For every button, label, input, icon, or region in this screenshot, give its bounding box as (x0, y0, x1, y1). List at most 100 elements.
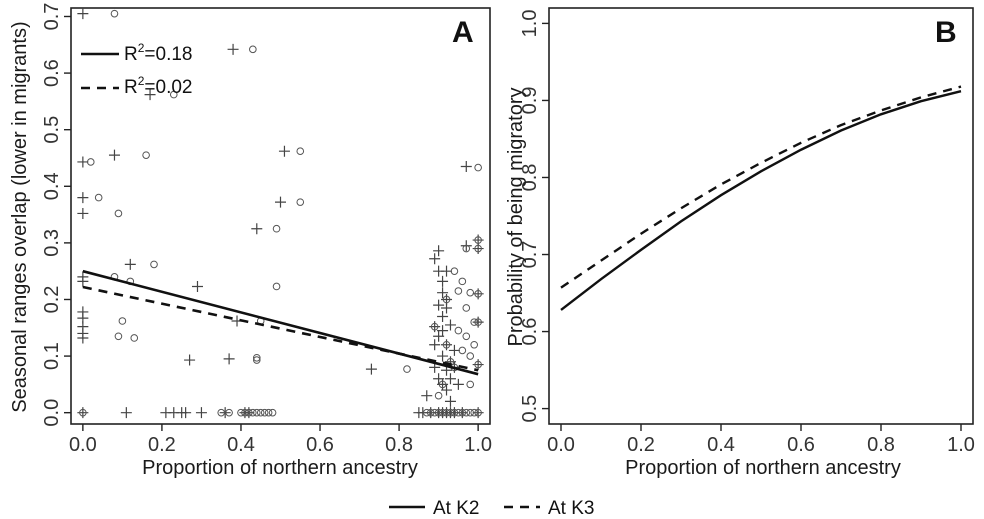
data-point-plus (77, 332, 89, 344)
x-tick-label: 0.6 (787, 434, 815, 456)
data-point-circle (458, 277, 467, 286)
panel-a-points (77, 8, 484, 419)
data-point-circle (470, 408, 478, 417)
data-point-circle (474, 290, 482, 298)
data-point-plus (180, 407, 192, 419)
data-point-plus (195, 407, 207, 419)
figure-legend: At K2 At K3 (389, 498, 594, 519)
data-point-plus (437, 350, 449, 362)
data-point-circle (438, 380, 447, 389)
data-point-circle (237, 408, 245, 417)
panel-a-letter: A (452, 16, 474, 49)
data-point-circle (245, 408, 253, 417)
data-point-circle (466, 352, 475, 360)
data-point-circle (252, 353, 261, 362)
panel-a-regression-lines (82, 269, 479, 376)
data-point-circle (474, 318, 482, 326)
data-point-plus (433, 373, 445, 385)
data-point-circle (446, 408, 455, 417)
data-point-circle (241, 408, 249, 417)
data-point-plus (77, 156, 89, 168)
data-point-circle (442, 340, 451, 349)
data-point-circle (272, 224, 281, 233)
data-point-circle (264, 408, 273, 417)
data-point-circle (403, 365, 411, 373)
data-point-circle (118, 317, 127, 325)
data-point-circle (458, 346, 467, 355)
data-point-circle (458, 408, 467, 417)
data-point-plus (77, 207, 89, 219)
data-point-circle (430, 408, 439, 417)
data-point-plus (433, 330, 445, 342)
y-tick-label: 0.7 (41, 3, 63, 31)
curve-solid (560, 90, 962, 311)
data-point-plus (124, 258, 136, 270)
y-tick-label: 0.7 (519, 241, 541, 269)
data-point-circle (142, 151, 150, 159)
data-point-circle (474, 408, 482, 417)
legend-r2-dashed: R2=0.02 (124, 74, 193, 98)
data-point-circle (422, 408, 431, 417)
data-point-plus (448, 344, 460, 356)
data-point-plus (472, 243, 484, 255)
legend-r2-solid: R2=0.18 (124, 41, 193, 65)
data-point-circle (470, 340, 478, 349)
data-point-circle (114, 209, 123, 218)
data-point-plus (278, 145, 290, 157)
panel-b: 0.0 0.2 0.4 0.6 0.8 1.0 0.50.60.70.80.91.0 B … (505, 7, 975, 479)
figure-legend-k3-label: At K3 (548, 498, 594, 519)
data-point-circle (474, 244, 482, 253)
data-point-plus (472, 359, 484, 371)
data-point-circle (442, 408, 451, 417)
data-point-plus (441, 339, 453, 351)
data-point-circle (114, 332, 123, 341)
x-tick-label: 0.2 (148, 434, 176, 456)
data-point-plus (275, 196, 286, 208)
y-tick-label: 0.5 (519, 395, 541, 423)
data-point-circle (272, 282, 281, 291)
panel-a-x-ticks: 0.0 0.2 0.4 0.6 0.8 1.0 (69, 424, 492, 456)
data-point-plus (460, 160, 472, 172)
y-tick-label: 0.5 (41, 116, 63, 144)
data-point-circle (454, 287, 463, 295)
data-point-circle (438, 408, 447, 417)
data-point-plus (437, 310, 449, 322)
data-point-circle (454, 408, 463, 417)
x-tick-label: 0.6 (306, 434, 334, 456)
data-point-circle (225, 408, 233, 417)
data-point-plus (191, 280, 203, 292)
data-point-circle (94, 193, 103, 202)
data-point-plus (444, 373, 456, 385)
panel-a: 0.0 0.2 0.4 0.6 0.8 1.0 0.0 0.1 0.2 0.3 0.4 0.5 0.6… (9, 3, 492, 479)
data-point-circle (450, 267, 459, 275)
data-point-plus (441, 302, 453, 314)
panel-b-y-axis-title: Probability of being migratory (505, 87, 527, 346)
data-point-circle (249, 408, 257, 417)
data-point-plus (472, 288, 484, 300)
y-tick-label: 0.6 (519, 318, 541, 346)
data-point-circle (462, 408, 471, 417)
data-point-circle (434, 391, 443, 400)
data-point-circle (296, 198, 305, 206)
panel-b-curves (560, 85, 962, 311)
y-tick-label: 0.6 (41, 59, 63, 87)
data-point-circle (252, 356, 261, 364)
y-tick-label: 0.4 (41, 172, 63, 200)
panel-a-y-ticks: 0.0 0.1 0.2 0.3 0.4 0.5 0.6 0.7 (41, 3, 71, 427)
data-point-circle (169, 90, 178, 99)
data-point-circle (470, 318, 478, 326)
data-point-plus (444, 395, 456, 407)
data-point-circle (466, 288, 475, 297)
data-point-circle (130, 334, 139, 342)
data-point-plus (77, 8, 89, 20)
data-point-circle (217, 408, 226, 417)
y-tick-label: 1.0 (519, 10, 541, 38)
y-tick-label: 0.2 (41, 286, 63, 314)
x-tick-label: 0.0 (547, 434, 575, 456)
y-tick-label: 0.8 (519, 164, 541, 192)
data-point-circle (256, 408, 265, 417)
data-point-circle (454, 326, 463, 335)
data-point-circle (466, 408, 475, 417)
data-point-circle (150, 260, 158, 269)
panel-a-y-axis-title: Seasonal ranges overlap (lower in migran… (9, 21, 31, 412)
